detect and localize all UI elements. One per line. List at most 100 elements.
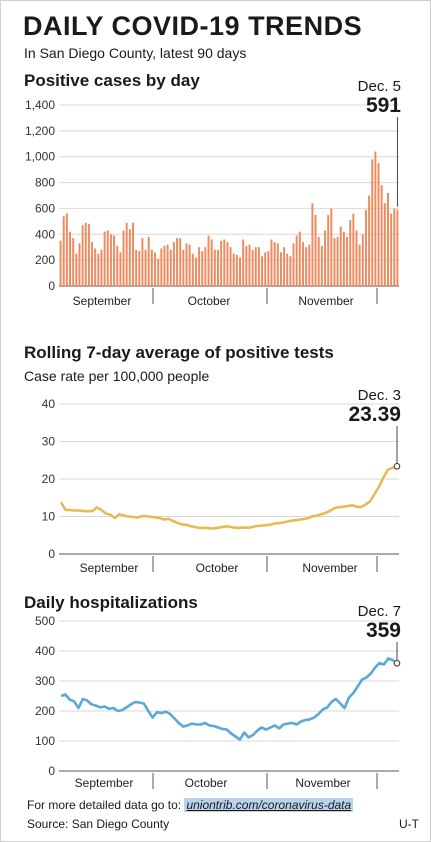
y-tick-label: 600 [35,201,55,215]
y-tick-label: 100 [35,734,55,748]
bar [204,247,207,286]
bar [320,245,323,286]
bar [283,247,286,286]
bar [75,253,78,286]
bar [251,249,254,286]
bar [213,249,216,286]
annotation-value: 359 [366,619,401,642]
bar [267,251,270,286]
bar [232,253,235,286]
bar [374,151,377,286]
bar [65,213,68,286]
bar [119,252,122,286]
bar [91,242,94,286]
month-label: October [185,776,228,790]
month-label: September [75,776,134,790]
month-label: September [80,561,139,575]
bar [292,243,295,286]
bar [330,208,333,286]
bar [100,249,103,286]
bar [305,247,308,286]
positivity-line-chart: 0 10 20 30 40 September October November Dec. 32… [42,387,401,575]
bar [261,256,264,286]
bar [163,245,166,286]
y-tick-label: 10 [42,510,56,524]
bar [169,249,172,286]
bar [361,234,364,286]
bar [194,257,197,286]
bar [324,230,326,286]
bar [355,230,358,286]
positivity-chart-title: Rolling 7-day average of positive tests [24,343,334,362]
y-tick-label: 1,200 [25,124,55,138]
bar [311,203,314,286]
bar [147,236,150,286]
bar [182,249,185,286]
bar [352,213,355,286]
y-tick-label: 0 [48,279,55,293]
bar [346,236,349,286]
bar [166,244,169,286]
bar [242,239,245,286]
month-label: October [188,294,231,308]
bar [298,231,301,286]
bar [62,216,65,286]
series-line [59,465,398,530]
data-link[interactable]: uniontrib.com/coronavirus-data [184,798,354,812]
bar [59,240,62,286]
bar [279,252,282,286]
bar [223,239,226,286]
y-tick-label: 500 [35,614,55,628]
credit: U-T [399,817,419,831]
more-data-text: For more detailed data go to: [27,798,185,812]
bar [141,238,144,286]
bar [97,253,100,286]
bar [188,244,191,286]
month-label: November [302,561,357,575]
bar [289,256,292,286]
bar [239,257,241,286]
bar [172,242,175,286]
bar [314,214,317,286]
bar [116,245,119,286]
bar [377,163,380,286]
annotation-value: 591 [366,94,401,117]
bar [94,248,97,286]
y-tick-label: 0 [48,547,55,561]
y-tick-label: 20 [42,472,56,486]
bar [257,247,260,286]
bar [113,235,116,286]
bar [358,244,361,286]
bar [198,247,201,286]
bar [393,208,396,286]
bar [387,192,389,286]
page-title: DAILY COVID-19 TRENDS [23,11,363,41]
source-note: Source: San Diego County [27,817,170,831]
bar [157,258,160,286]
bar [179,238,182,286]
y-tick-label: 40 [42,397,56,411]
y-tick-label: 200 [35,704,55,718]
bar [185,243,188,286]
bar [349,220,352,286]
bar [336,236,339,286]
bar [371,159,374,286]
bar [132,222,134,286]
bar [327,214,330,286]
bar [135,249,138,286]
bar [144,249,147,286]
y-tick-label: 200 [35,253,55,267]
bar [295,235,298,286]
bar [364,209,367,286]
month-label: September [73,294,132,308]
bar [339,226,342,286]
annotation-date: Dec. 7 [358,603,401,620]
bar [276,243,279,286]
more-data-note: For more detailed data go to: uniontrib.… [27,798,354,812]
bar [154,252,156,286]
bar [72,238,75,286]
bar [248,244,251,286]
bar [226,242,229,286]
bar [254,247,257,286]
